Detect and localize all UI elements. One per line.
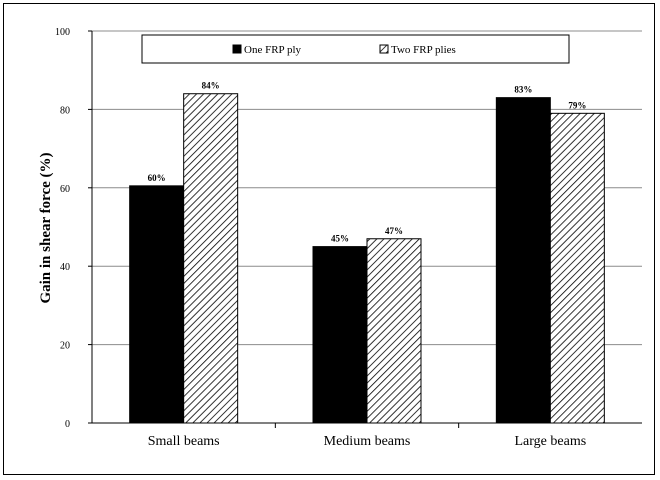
y-tick-label: 40 [60,262,70,273]
legend-swatch-one-frp-ply [232,44,242,54]
x-category-label: Small beams [148,434,220,449]
bar-two-frp-plies-small-beams [183,93,239,424]
bar-two-frp-plies-large-beams [549,112,605,424]
y-tick-label: 0 [65,419,70,430]
y-tick-label: 100 [55,27,70,38]
data-labels: 60% 84% 45% 47% 83% 79% [148,81,587,244]
axes: 0 20 40 60 80 100 Small beams Medium beams Large… [55,27,642,449]
bar-one-frp-ply-large-beams [495,97,551,424]
data-label: 79% [568,100,586,110]
bar-one-frp-ply-medium-beams [312,246,368,424]
legend-swatch-two-frp-plies [379,44,389,54]
y-tick-label: 60 [60,184,70,195]
legend: One FRP ply Two FRP plies [141,34,570,64]
y-axis-title: Gain in shear force (%) [38,152,54,303]
bar-one-frp-ply-small-beams [129,185,185,424]
bar-two-frp-plies-medium-beams [366,238,422,424]
data-label: 45% [331,234,349,244]
legend-box [141,34,570,64]
y-tick-label: 80 [60,105,70,116]
bars [129,93,605,424]
x-category-label: Medium beams [324,434,411,449]
legend-label-two-frp-plies: Two FRP plies [391,44,456,56]
data-label: 60% [148,173,166,183]
data-label: 84% [202,81,220,91]
data-label: 47% [385,226,403,236]
legend-label-one-frp-ply: One FRP ply [244,44,302,56]
y-tick-label: 20 [60,341,70,352]
x-category-label: Large beams [515,434,587,449]
data-label: 83% [514,85,532,95]
